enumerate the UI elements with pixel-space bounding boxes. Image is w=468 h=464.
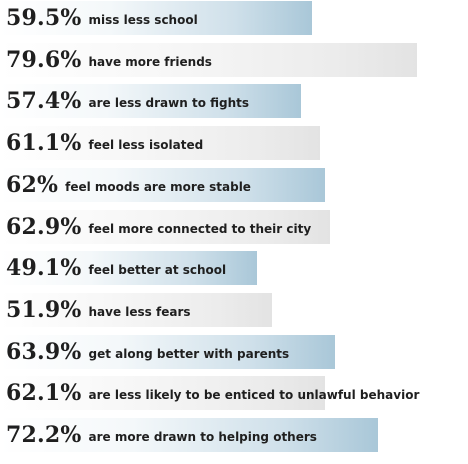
bar-description-label: feel moods are more stable: [65, 180, 251, 194]
bar-label: 59.5% miss less school: [6, 1, 198, 35]
bar: [0, 335, 335, 369]
bar-label: 79.6% have more friends: [6, 43, 212, 77]
bar-description-label: feel more connected to their city: [88, 222, 312, 236]
bar-row: 51.9% have less fears: [0, 293, 468, 327]
bar-row: 62.1% are less likely to be enticed to un…: [0, 376, 468, 410]
bar: [0, 251, 257, 285]
bar: [0, 1, 312, 35]
bar-label: 63.9% get along better with parents: [6, 335, 289, 369]
bar-description-label: get along better with parents: [88, 347, 290, 361]
bar-percent-label: 49.1%: [6, 255, 82, 281]
bar-percent-label: 72.2%: [6, 422, 82, 448]
bar-percent-label: 62.9%: [6, 214, 82, 240]
bar-description-label: miss less school: [88, 13, 198, 27]
bar-row: 62% feel moods are more stable: [0, 168, 468, 202]
bar-row: 72.2% are more drawn to helping others: [0, 418, 468, 452]
bar-percent-label: 51.9%: [6, 297, 82, 323]
bar-description-label: feel better at school: [88, 263, 227, 277]
bar-description-label: have more friends: [88, 55, 212, 69]
bar: [0, 126, 320, 160]
bar-label: 51.9% have less fears: [6, 293, 191, 327]
bar-description-label: have less fears: [88, 305, 191, 319]
bar-row: 61.1% feel less isolated: [0, 126, 468, 160]
bar-label: 62.9% feel more connected to their city: [6, 210, 311, 244]
bar-row: 59.5% miss less school: [0, 1, 468, 35]
bar-row: 63.9% get along better with parents: [0, 335, 468, 369]
bar: [0, 210, 330, 244]
bar-label: 72.2% are more drawn to helping others: [6, 418, 317, 452]
bar: [0, 376, 325, 410]
bar-percent-label: 62.1%: [6, 380, 82, 406]
bar: [0, 84, 301, 118]
bar-label: 62.1% are less likely to be enticed to un…: [6, 376, 419, 410]
bar-description-label: are more drawn to helping others: [88, 430, 317, 444]
bar-percent-label: 61.1%: [6, 130, 82, 156]
bar-description-label: are less likely to be enticed to unlawfu…: [88, 388, 420, 402]
bar-row: 49.1% feel better at school: [0, 251, 468, 285]
bar-label: 62% feel moods are more stable: [6, 168, 251, 202]
bar-row: 57.4% are less drawn to fights: [0, 84, 468, 118]
bar: [0, 293, 272, 327]
bar-percent-label: 57.4%: [6, 88, 82, 114]
bar: [0, 168, 325, 202]
bar-description-label: are less drawn to fights: [88, 96, 250, 110]
bar-percent-label: 63.9%: [6, 339, 82, 365]
bar-label: 61.1% feel less isolated: [6, 126, 203, 160]
bar-percent-label: 59.5%: [6, 5, 82, 31]
bar: [0, 418, 378, 452]
bar-percent-label: 79.6%: [6, 47, 82, 73]
bar-row: 79.6% have more friends: [0, 43, 468, 77]
bar-percent-label: 62%: [6, 172, 59, 198]
bar-description-label: feel less isolated: [88, 138, 204, 152]
bar-label: 49.1% feel better at school: [6, 251, 226, 285]
bar: [0, 43, 417, 77]
bar-row: 62.9% feel more connected to their city: [0, 210, 468, 244]
bar-label: 57.4% are less drawn to fights: [6, 84, 249, 118]
